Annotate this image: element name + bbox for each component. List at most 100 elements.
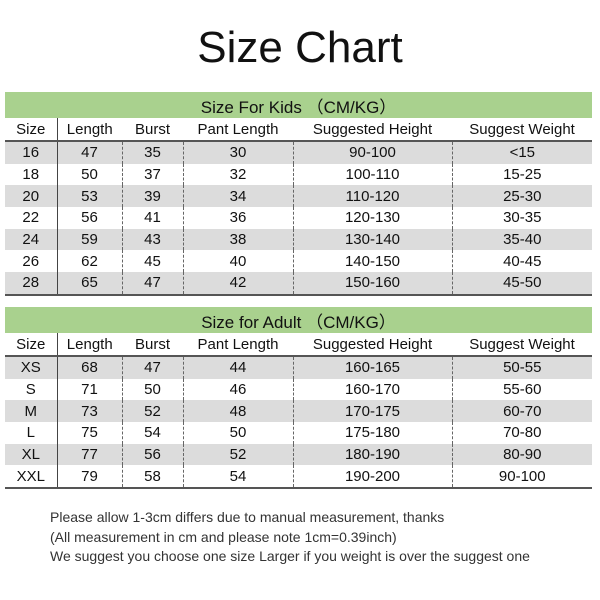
column-header: Length <box>57 118 122 142</box>
table-cell: 20 <box>5 185 58 208</box>
table-cell: 120-130 <box>292 207 452 229</box>
table-cell: 22 <box>5 207 58 229</box>
table-cell: 35 <box>121 141 183 164</box>
table-cell: 18 <box>5 163 58 186</box>
table-cell: XXL <box>5 465 58 490</box>
table-cell: 43 <box>121 228 183 251</box>
table-cell: 160-170 <box>292 378 452 401</box>
table-cell: 50 <box>182 422 293 444</box>
table-cell: 62 <box>56 250 122 273</box>
table-cell: 47 <box>121 356 183 379</box>
table-cell: 45-50 <box>451 272 593 296</box>
table-row: 28 65 47 42 150-160 45-50 <box>5 272 593 296</box>
table-cell: 180-190 <box>292 443 452 466</box>
column-header: Suggested Height <box>293 333 452 357</box>
table-cell: 90-100 <box>292 141 452 164</box>
table-cell: 71 <box>56 378 122 401</box>
table-cell: <15 <box>451 141 593 164</box>
table-row: XL 77 56 52 180-190 80-90 <box>5 443 592 466</box>
table-cell: 34 <box>182 185 293 208</box>
adult-header-row: Size Length Burst Pant Length Suggested Heig… <box>5 333 592 357</box>
table-cell: 38 <box>182 228 293 251</box>
table-cell: 47 <box>121 272 183 296</box>
table-cell: 190-200 <box>292 465 452 490</box>
table-cell: 56 <box>56 207 122 229</box>
table-cell: 90-100 <box>451 465 592 490</box>
column-header: Suggest Weight <box>452 118 593 142</box>
table-row: 24 59 43 38 130-140 35-40 <box>5 228 593 251</box>
column-header: Burst <box>122 118 183 142</box>
column-header: Suggest Weight <box>452 333 592 357</box>
table-cell: 80-90 <box>451 443 592 466</box>
table-cell: 52 <box>182 443 293 466</box>
table-cell: 30 <box>182 141 293 164</box>
table-row: 26 62 45 40 140-150 40-45 <box>5 250 593 273</box>
table-row: 20 53 39 34 110-120 25-30 <box>5 185 593 208</box>
table-row: 16 47 35 30 90-100 <15 <box>5 141 593 164</box>
notes: Please allow 1-3cm differs due to manual… <box>50 508 530 567</box>
table-row: M 73 52 48 170-175 60-70 <box>5 400 592 423</box>
table-cell: 75 <box>56 422 122 444</box>
table-row: XS 68 47 44 160-165 50-55 <box>5 356 592 379</box>
column-header: Length <box>57 333 122 357</box>
table-cell: 15-25 <box>451 163 593 186</box>
page-title: Size Chart <box>197 23 403 72</box>
table-cell: 150-160 <box>292 272 452 296</box>
column-header: Size <box>5 118 58 142</box>
table-cell: 73 <box>56 400 122 423</box>
table-cell: 35-40 <box>451 228 593 251</box>
table-cell: S <box>5 378 58 401</box>
table-cell: 47 <box>56 141 122 164</box>
table-cell: 44 <box>182 356 293 379</box>
table-cell: 26 <box>5 250 58 273</box>
column-header: Pant Length <box>183 333 293 357</box>
table-cell: 60-70 <box>451 400 592 423</box>
column-header: Size <box>5 333 58 357</box>
table-cell: 65 <box>56 272 122 296</box>
table-cell: 59 <box>56 228 122 251</box>
column-header: Suggested Height <box>293 118 452 142</box>
table-cell: 56 <box>121 443 183 466</box>
table-cell: 50 <box>56 163 122 186</box>
table-row: 22 56 41 36 120-130 30-35 <box>5 207 593 229</box>
table-cell: 50 <box>121 378 183 401</box>
table-cell: 48 <box>182 400 293 423</box>
table-row: 18 50 37 32 100-110 15-25 <box>5 163 593 186</box>
table-cell: 30-35 <box>451 207 593 229</box>
table-cell: 100-110 <box>292 163 452 186</box>
kids-table-body: 16 47 35 30 90-100 <15 18 50 37 32 100-110 15-25 20 5… <box>5 141 593 296</box>
kids-header-row: Size Length Burst Pant Length Suggested Heig… <box>5 118 593 142</box>
table-row: XXL 79 58 54 190-200 90-100 <box>5 465 592 490</box>
table-cell: 55-60 <box>451 378 592 401</box>
table-cell: 53 <box>56 185 122 208</box>
table-cell: 68 <box>56 356 122 379</box>
table-cell: 40-45 <box>451 250 593 273</box>
table-cell: 28 <box>5 272 58 296</box>
table-cell: XL <box>5 443 58 466</box>
table-cell: 79 <box>56 465 122 490</box>
table-cell: 130-140 <box>292 228 452 251</box>
note-line: Please allow 1-3cm differs due to manual… <box>50 509 445 525</box>
table-cell: 54 <box>182 465 293 490</box>
table-cell: 25-30 <box>451 185 593 208</box>
table-cell: 16 <box>5 141 58 164</box>
table-cell: 175-180 <box>292 422 452 444</box>
note-line: We suggest you choose one size Larger if… <box>50 548 530 564</box>
table-cell: 160-165 <box>292 356 452 379</box>
table-cell: 40 <box>182 250 293 273</box>
kids-table-caption: Size For Kids （CM/KG） <box>5 92 593 118</box>
table-cell: 45 <box>121 250 183 273</box>
table-cell: 70-80 <box>451 422 592 444</box>
table-cell: L <box>5 422 58 444</box>
adult-table-body: XS 68 47 44 160-165 50-55 S 71 50 46 160-170 55-60 M… <box>5 356 592 490</box>
table-cell: 32 <box>182 163 293 186</box>
table-row: S 71 50 46 160-170 55-60 <box>5 378 592 401</box>
table-cell: 77 <box>56 443 122 466</box>
table-cell: 50-55 <box>451 356 592 379</box>
table-cell: 54 <box>121 422 183 444</box>
adult-size-table: Size for Adult （CM/KG） Size Length Burst Pa… <box>5 307 592 490</box>
table-cell: 52 <box>121 400 183 423</box>
table-cell: M <box>5 400 58 423</box>
column-header: Burst <box>122 333 183 357</box>
table-cell: 42 <box>182 272 293 296</box>
